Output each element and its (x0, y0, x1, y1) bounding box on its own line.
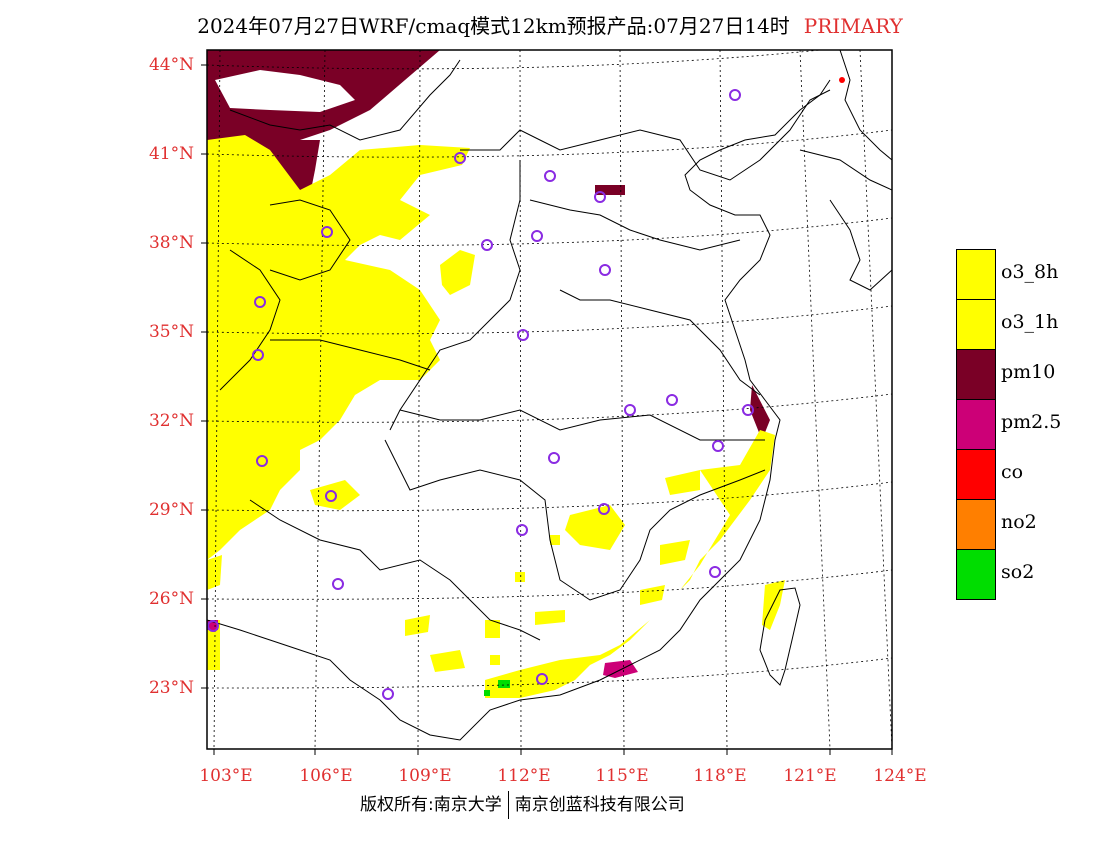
lon-label-112e: 112°E (497, 766, 551, 786)
city-marker (321, 226, 333, 238)
city-marker (598, 503, 610, 515)
legend-item-no2: no2 (956, 499, 1100, 550)
legend-swatch (956, 299, 996, 350)
legend-swatch (956, 399, 996, 450)
legend-swatch (956, 549, 996, 600)
city-marker (325, 490, 337, 502)
city-marker (599, 264, 611, 276)
title-main: 2024年07月27日WRF/cmaq模式12km预报产品:07月27日14时 (197, 14, 790, 38)
legend-swatch (956, 499, 996, 550)
lat-label-35n: 35°N (148, 322, 194, 342)
lat-label-29n: 29°N (148, 500, 194, 520)
copyright-footer: 版权所有:南京大学 南京创蓝科技有限公司 (360, 790, 685, 819)
city-marker (544, 170, 556, 182)
lon-label-109e: 109°E (398, 766, 452, 786)
legend-item-o3-8h: o3_8h (956, 249, 1100, 300)
lat-label-23n: 23°N (148, 678, 194, 698)
title-tag: PRIMARY (803, 14, 903, 38)
city-marker (729, 89, 741, 101)
city-marker (481, 239, 493, 251)
city-marker (516, 524, 528, 536)
lat-label-38n: 38°N (148, 233, 194, 253)
lon-label-121e: 121°E (783, 766, 837, 786)
white-holes-north (215, 70, 355, 112)
co-area (839, 77, 845, 83)
city-marker (454, 152, 466, 164)
lon-label-106e: 106°E (299, 766, 353, 786)
boundaries (207, 50, 892, 741)
city-markers (207, 89, 754, 700)
city-marker (712, 440, 724, 452)
lon-label-103e: 103°E (199, 766, 253, 786)
legend-label: pm10 (1001, 361, 1056, 383)
map-title: 2024年07月27日WRF/cmaq模式12km预报产品:07月27日14时 P… (0, 10, 1100, 39)
city-marker (709, 566, 721, 578)
city-marker (742, 404, 754, 416)
legend-swatch (956, 349, 996, 400)
lat-label-44n: 44°N (148, 55, 194, 75)
lat-label-41n: 41°N (148, 144, 194, 164)
lon-label-124e: 124°E (873, 766, 927, 786)
city-marker (382, 688, 394, 700)
legend-label: pm2.5 (1001, 411, 1062, 433)
lat-label-32n: 32°N (148, 411, 194, 431)
city-marker (624, 404, 636, 416)
city-marker (536, 673, 548, 685)
legend-label: so2 (1001, 561, 1035, 583)
legend-swatch (956, 449, 996, 500)
city-marker (252, 349, 264, 361)
city-marker (548, 452, 560, 464)
city-marker (332, 578, 344, 590)
copyright-right: 南京创蓝科技有限公司 (514, 795, 685, 815)
so2-area (484, 680, 510, 696)
city-marker (594, 191, 606, 203)
map-frame (206, 49, 893, 750)
legend-label: o3_1h (1001, 311, 1059, 333)
city-marker (207, 620, 219, 632)
copyright-left: 版权所有:南京大学 (360, 795, 502, 815)
legend-swatch (956, 249, 996, 300)
city-marker (254, 296, 266, 308)
lon-label-115e: 115°E (595, 766, 649, 786)
city-marker (666, 394, 678, 406)
city-marker (531, 230, 543, 242)
legend-item-o3-1h: o3_1h (956, 299, 1100, 350)
city-marker (256, 455, 268, 467)
lon-label-118e: 118°E (693, 766, 747, 786)
city-marker (517, 329, 529, 341)
lat-label-26n: 26°N (148, 589, 194, 609)
legend-label: no2 (1001, 511, 1037, 533)
footer-divider (507, 791, 509, 819)
legend-item-so2: so2 (956, 549, 1100, 600)
legend-item-pm25: pm2.5 (956, 399, 1100, 450)
tick-marks (201, 64, 893, 755)
legend-item-pm10: pm10 (956, 349, 1100, 400)
legend-item-co: co (956, 449, 1100, 500)
o3-area (207, 135, 785, 698)
legend-label: co (1001, 461, 1024, 483)
legend-label: o3_8h (1001, 261, 1059, 283)
